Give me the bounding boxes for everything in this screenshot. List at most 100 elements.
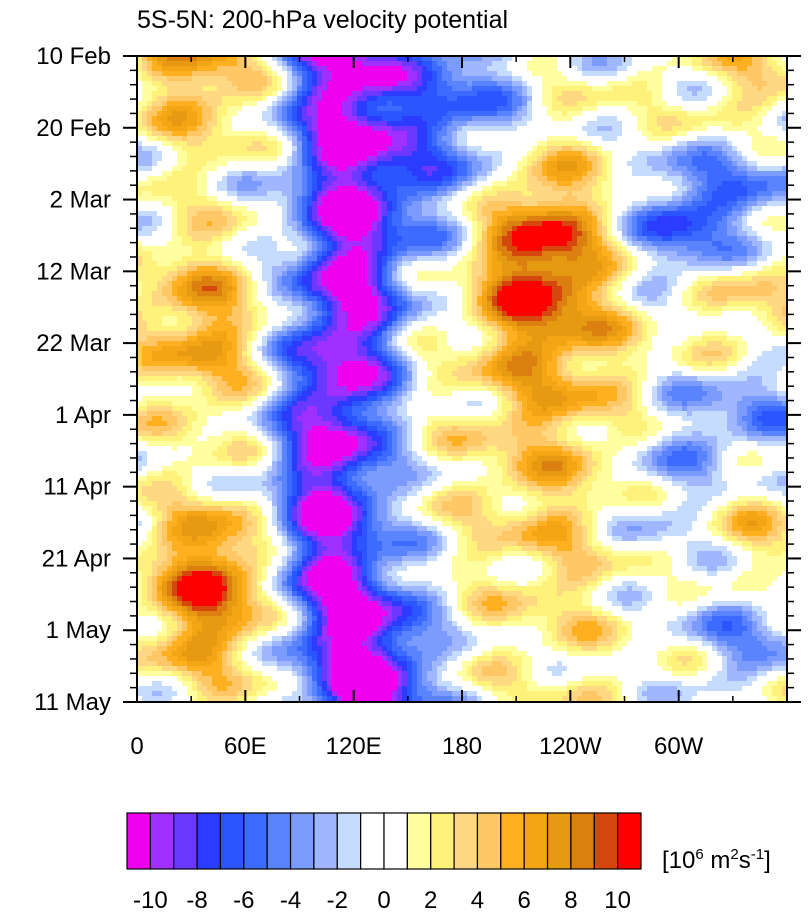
heatmap-cell xyxy=(162,106,167,111)
heatmap-cell xyxy=(727,61,732,66)
heatmap-cell xyxy=(467,186,472,191)
heatmap-cell xyxy=(667,236,672,241)
heatmap-cell xyxy=(292,176,297,181)
heatmap-cell xyxy=(527,236,532,241)
heatmap-cell xyxy=(232,246,237,251)
heatmap-cell xyxy=(562,121,567,126)
heatmap-cell xyxy=(607,61,612,66)
heatmap-cell xyxy=(667,71,672,76)
heatmap-cell xyxy=(422,81,427,86)
heatmap-cell xyxy=(687,61,692,66)
heatmap-cell xyxy=(417,181,422,186)
heatmap-cell xyxy=(642,91,647,96)
heatmap-cell xyxy=(697,116,702,121)
heatmap-cell xyxy=(252,66,257,71)
heatmap-cell xyxy=(587,151,592,156)
heatmap-cell xyxy=(702,231,707,236)
heatmap-cell xyxy=(447,176,452,181)
heatmap-cell xyxy=(342,191,347,196)
heatmap-cell xyxy=(702,86,707,91)
heatmap-cell xyxy=(697,146,702,151)
heatmap-cell xyxy=(282,231,287,236)
heatmap-cell xyxy=(697,71,702,76)
heatmap-cell xyxy=(417,206,422,211)
heatmap-cell xyxy=(547,81,552,86)
heatmap-cell xyxy=(617,81,622,86)
heatmap-cell xyxy=(257,101,262,106)
heatmap-cell xyxy=(427,76,432,81)
heatmap-cell xyxy=(162,166,167,171)
heatmap-cell xyxy=(157,166,162,171)
heatmap-cell xyxy=(607,96,612,101)
heatmap-cell xyxy=(202,176,207,181)
heatmap-cell xyxy=(677,201,682,206)
heatmap-cell xyxy=(297,221,302,226)
heatmap-cell xyxy=(452,131,457,136)
heatmap-cell xyxy=(737,171,742,176)
heatmap-cell xyxy=(172,91,177,96)
heatmap-cell xyxy=(672,96,677,101)
heatmap-cell xyxy=(612,201,617,206)
heatmap-cell xyxy=(477,226,482,231)
heatmap-cell xyxy=(392,131,397,136)
heatmap-cell xyxy=(327,226,332,231)
heatmap-cell xyxy=(702,236,707,241)
heatmap-cell xyxy=(597,166,602,171)
heatmap-cell xyxy=(502,126,507,131)
heatmap-cell xyxy=(332,161,337,166)
heatmap-cell xyxy=(427,146,432,151)
heatmap-cell xyxy=(527,191,532,196)
heatmap-cell xyxy=(427,86,432,91)
heatmap-cell xyxy=(207,186,212,191)
heatmap-cell xyxy=(657,206,662,211)
heatmap-cell xyxy=(512,91,517,96)
heatmap-cell xyxy=(487,191,492,196)
heatmap-cell xyxy=(522,231,527,236)
heatmap-cell xyxy=(427,66,432,71)
heatmap-cell xyxy=(577,181,582,186)
heatmap-cell xyxy=(697,151,702,156)
heatmap-cell xyxy=(717,191,722,196)
heatmap-cell xyxy=(707,161,712,166)
heatmap-cell xyxy=(262,86,267,91)
heatmap-cell xyxy=(627,131,632,136)
heatmap-cell xyxy=(262,216,267,221)
heatmap-cell xyxy=(707,226,712,231)
heatmap-cell xyxy=(742,221,747,226)
heatmap-cell xyxy=(367,211,372,216)
heatmap-cell xyxy=(477,196,482,201)
heatmap-cell xyxy=(732,231,737,236)
heatmap-cell xyxy=(737,116,742,121)
heatmap-cell xyxy=(677,221,682,226)
heatmap-cell xyxy=(507,176,512,181)
heatmap-cell xyxy=(242,211,247,216)
heatmap-cell xyxy=(382,196,387,201)
heatmap-cell xyxy=(462,166,467,171)
heatmap-cell xyxy=(352,101,357,106)
heatmap-cell xyxy=(772,106,777,111)
heatmap-cell xyxy=(267,126,272,131)
heatmap-cell xyxy=(427,196,432,201)
heatmap-cell xyxy=(537,141,542,146)
heatmap-cell xyxy=(742,96,747,101)
heatmap-cell xyxy=(167,166,172,171)
heatmap-cell xyxy=(737,121,742,126)
heatmap-cell xyxy=(167,71,172,76)
heatmap-cell xyxy=(507,171,512,176)
heatmap-cell xyxy=(517,166,522,171)
heatmap-cell xyxy=(727,96,732,101)
heatmap-cell xyxy=(267,156,272,161)
heatmap-cell xyxy=(282,61,287,66)
heatmap-cell xyxy=(712,196,717,201)
heatmap-cell xyxy=(617,201,622,206)
heatmap-cell xyxy=(312,216,317,221)
heatmap-cell xyxy=(457,81,462,86)
heatmap-cell xyxy=(292,196,297,201)
heatmap-cell xyxy=(417,201,422,206)
heatmap-cell xyxy=(712,146,717,151)
heatmap-cell xyxy=(417,176,422,181)
heatmap-cell xyxy=(727,226,732,231)
heatmap-cell xyxy=(162,171,167,176)
heatmap-cell xyxy=(317,121,322,126)
heatmap-cell xyxy=(147,241,152,246)
